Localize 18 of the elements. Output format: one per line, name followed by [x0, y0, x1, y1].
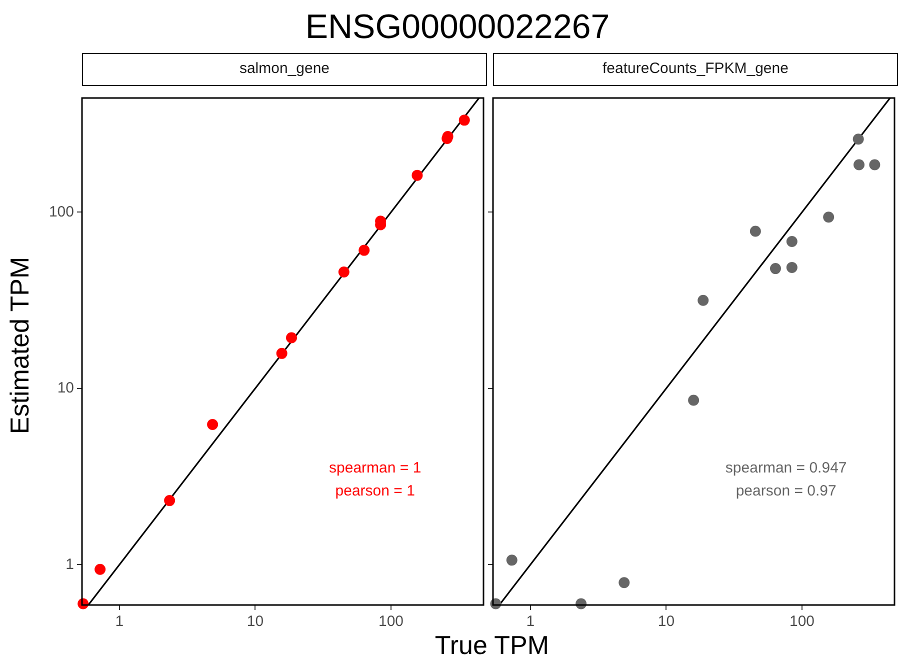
- y-tick-label: 10: [57, 380, 74, 397]
- annotation: spearman = 1: [329, 459, 422, 476]
- x-tick-label: 10: [246, 613, 264, 630]
- x-tick-label: 1: [526, 613, 535, 630]
- annotation: pearson = 1: [335, 482, 415, 500]
- x-tick-label: 10: [658, 613, 675, 630]
- y-axis-title: Estimated TPM: [4, 256, 36, 436]
- x-tick-label: 100: [789, 613, 815, 630]
- x-tick-label: 100: [378, 613, 404, 630]
- chart-subtitle: featureCounts_FPKM_gene: [493, 53, 898, 86]
- x-tick-label: 1: [115, 613, 124, 630]
- y-tick-label: 100: [48, 203, 74, 220]
- y-tick-label: 1: [66, 556, 74, 573]
- chart-title: ENSG00000022267: [304, 8, 611, 47]
- annotation: spearman = 0.947: [725, 459, 847, 476]
- chart-subtitle: salmon_gene: [82, 53, 487, 86]
- annotation: pearson = 0.97: [736, 482, 836, 500]
- x-axis-title: True TPM: [434, 630, 550, 660]
